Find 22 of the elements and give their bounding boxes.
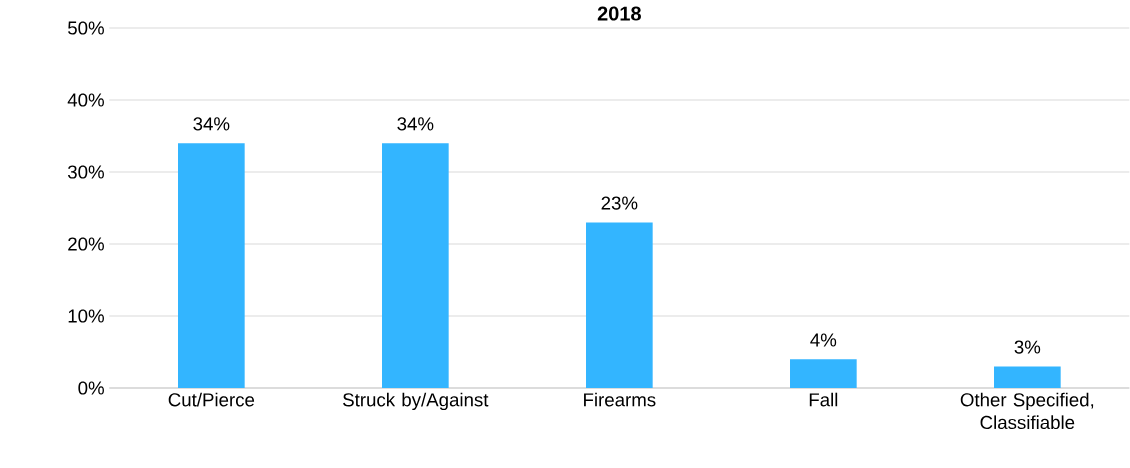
y-tick-label: 50%	[68, 21, 104, 35]
data-label: 34%	[397, 117, 434, 131]
bar	[382, 143, 449, 388]
x-tick-label: Cut/Pierce	[168, 392, 255, 407]
bar	[586, 222, 653, 388]
bar	[790, 359, 857, 388]
chart-title: 2018	[597, 6, 641, 21]
data-label: 34%	[193, 117, 230, 131]
x-tick-label: Fall	[809, 392, 838, 407]
data-label: 4%	[810, 333, 837, 347]
y-tick-label: 40%	[67, 93, 104, 107]
data-label: 3%	[1014, 340, 1041, 354]
x-tick-label: Other Specified, Classifiable	[960, 392, 1094, 430]
y-tick-label: 20%	[68, 237, 104, 251]
x-tick-label: Struck by/Against	[343, 392, 489, 411]
bar	[994, 366, 1061, 388]
y-tick-label: 0%	[78, 381, 104, 395]
y-tick-label: 30%	[67, 165, 104, 179]
y-tick-label: 10%	[68, 309, 104, 323]
x-tick-label: Firearms	[584, 392, 656, 407]
data-label: 23%	[601, 196, 638, 210]
bar	[178, 143, 245, 388]
